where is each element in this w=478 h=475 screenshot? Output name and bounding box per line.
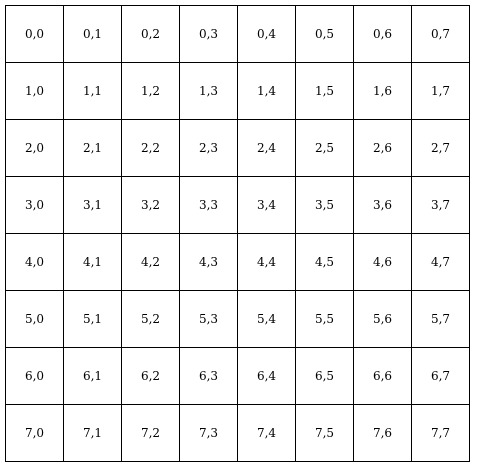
grid-cell: 4,3 [179, 233, 238, 291]
grid-cell: 7,0 [5, 404, 64, 462]
grid-cell: 2,0 [5, 119, 64, 177]
grid-cell: 5,0 [5, 290, 64, 348]
grid-cell: 5,6 [353, 290, 412, 348]
grid-cell: 7,3 [179, 404, 238, 462]
grid-cell: 4,6 [353, 233, 412, 291]
grid-row-4: 4,0 4,1 4,2 4,3 4,4 4,5 4,6 4,7 [5, 233, 470, 291]
coordinate-grid-table: 0,0 0,1 0,2 0,3 0,4 0,5 0,6 0,7 1,0 1,1 … [5, 5, 470, 462]
grid-cell: 2,2 [121, 119, 180, 177]
grid-row-5: 5,0 5,1 5,2 5,3 5,4 5,5 5,6 5,7 [5, 290, 470, 348]
grid-cell: 7,5 [295, 404, 354, 462]
grid-cell: 6,3 [179, 347, 238, 405]
grid-cell: 6,6 [353, 347, 412, 405]
grid-row-6: 6,0 6,1 6,2 6,3 6,4 6,5 6,6 6,7 [5, 347, 470, 405]
grid-cell: 7,4 [237, 404, 296, 462]
grid-cell: 2,6 [353, 119, 412, 177]
grid-cell: 6,0 [5, 347, 64, 405]
grid-body: 0,0 0,1 0,2 0,3 0,4 0,5 0,6 0,7 1,0 1,1 … [5, 5, 470, 462]
grid-cell: 0,0 [5, 5, 64, 63]
grid-cell: 2,1 [63, 119, 122, 177]
grid-cell: 4,1 [63, 233, 122, 291]
grid-cell: 1,4 [237, 62, 296, 120]
grid-cell: 0,4 [237, 5, 296, 63]
grid-cell: 2,4 [237, 119, 296, 177]
grid-cell: 3,0 [5, 176, 64, 234]
grid-cell: 3,2 [121, 176, 180, 234]
grid-cell: 3,7 [411, 176, 470, 234]
grid-cell: 3,4 [237, 176, 296, 234]
grid-row-3: 3,0 3,1 3,2 3,3 3,4 3,5 3,6 3,7 [5, 176, 470, 234]
grid-row-7: 7,0 7,1 7,2 7,3 7,4 7,5 7,6 7,7 [5, 404, 470, 462]
grid-cell: 3,3 [179, 176, 238, 234]
grid-cell: 0,5 [295, 5, 354, 63]
grid-cell: 2,7 [411, 119, 470, 177]
grid-cell: 5,5 [295, 290, 354, 348]
grid-cell: 3,5 [295, 176, 354, 234]
grid-cell: 4,4 [237, 233, 296, 291]
grid-cell: 7,7 [411, 404, 470, 462]
grid-cell: 0,2 [121, 5, 180, 63]
grid-cell: 2,3 [179, 119, 238, 177]
grid-cell: 1,6 [353, 62, 412, 120]
grid-cell: 7,2 [121, 404, 180, 462]
grid-cell: 1,1 [63, 62, 122, 120]
grid-cell: 1,5 [295, 62, 354, 120]
grid-cell: 6,1 [63, 347, 122, 405]
grid-cell: 6,5 [295, 347, 354, 405]
grid-cell: 1,3 [179, 62, 238, 120]
grid-cell: 5,2 [121, 290, 180, 348]
grid-cell: 0,3 [179, 5, 238, 63]
grid-cell: 4,0 [5, 233, 64, 291]
grid-cell: 7,1 [63, 404, 122, 462]
grid-cell: 6,2 [121, 347, 180, 405]
grid-cell: 4,5 [295, 233, 354, 291]
grid-cell: 5,3 [179, 290, 238, 348]
grid-cell: 1,7 [411, 62, 470, 120]
grid-cell: 5,7 [411, 290, 470, 348]
grid-row-0: 0,0 0,1 0,2 0,3 0,4 0,5 0,6 0,7 [5, 5, 470, 63]
grid-cell: 5,4 [237, 290, 296, 348]
grid-cell: 0,6 [353, 5, 412, 63]
grid-cell: 0,7 [411, 5, 470, 63]
grid-row-2: 2,0 2,1 2,2 2,3 2,4 2,5 2,6 2,7 [5, 119, 470, 177]
grid-cell: 4,2 [121, 233, 180, 291]
grid-cell: 1,0 [5, 62, 64, 120]
grid-cell: 1,2 [121, 62, 180, 120]
grid-cell: 2,5 [295, 119, 354, 177]
grid-cell: 6,4 [237, 347, 296, 405]
grid-cell: 5,1 [63, 290, 122, 348]
grid-cell: 3,6 [353, 176, 412, 234]
grid-cell: 7,6 [353, 404, 412, 462]
grid-cell: 6,7 [411, 347, 470, 405]
grid-row-1: 1,0 1,1 1,2 1,3 1,4 1,5 1,6 1,7 [5, 62, 470, 120]
grid-cell: 3,1 [63, 176, 122, 234]
grid-cell: 4,7 [411, 233, 470, 291]
grid-cell: 0,1 [63, 5, 122, 63]
